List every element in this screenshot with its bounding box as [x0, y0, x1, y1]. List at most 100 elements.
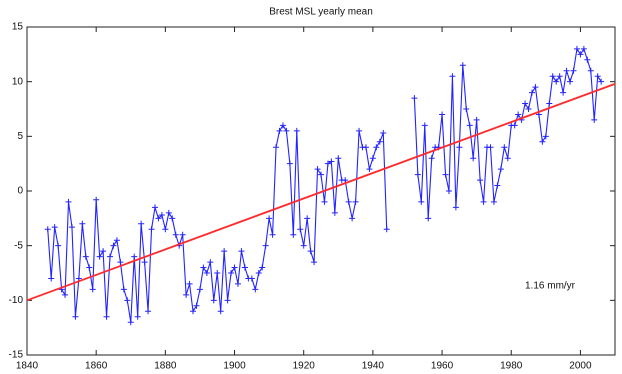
point-marker: [373, 144, 380, 151]
point-marker: [549, 73, 556, 80]
point-marker: [72, 313, 79, 320]
point-marker: [217, 308, 224, 315]
point-marker: [103, 313, 110, 320]
x-tick-label: 2000: [569, 361, 592, 372]
point-marker: [307, 248, 314, 255]
point-marker: [117, 259, 124, 266]
point-marker: [300, 242, 307, 249]
point-marker: [567, 78, 574, 85]
point-marker: [124, 297, 131, 304]
point-marker: [79, 220, 86, 227]
point-marker: [580, 45, 587, 52]
point-marker: [563, 67, 570, 74]
point-marker: [473, 116, 480, 123]
point-marker: [598, 78, 605, 85]
x-tick-label: 1860: [85, 361, 108, 372]
point-marker: [501, 144, 508, 151]
point-marker: [224, 297, 231, 304]
point-marker: [179, 231, 186, 238]
point-marker: [231, 264, 238, 271]
point-marker: [376, 138, 383, 145]
point-marker: [297, 226, 304, 233]
point-marker: [155, 215, 162, 222]
point-marker: [86, 264, 93, 271]
point-marker: [279, 122, 286, 129]
point-marker: [584, 56, 591, 63]
point-marker: [369, 155, 376, 162]
point-marker: [477, 177, 484, 184]
point-marker: [134, 313, 141, 320]
point-marker: [65, 198, 72, 205]
point-marker: [44, 226, 51, 233]
y-tick-label: -15: [9, 350, 24, 361]
point-marker: [487, 144, 494, 151]
point-marker: [449, 73, 456, 80]
point-marker: [573, 45, 580, 52]
point-marker: [328, 158, 335, 165]
point-marker: [238, 248, 245, 255]
point-marker: [293, 127, 300, 134]
point-marker: [96, 253, 103, 260]
point-marker: [158, 212, 165, 219]
point-marker: [570, 67, 577, 74]
point-marker: [587, 67, 594, 74]
point-marker: [445, 188, 452, 194]
point-marker: [138, 220, 145, 227]
x-tick-label: 1900: [223, 361, 246, 372]
point-marker: [269, 231, 276, 238]
point-marker: [203, 270, 210, 276]
point-marker: [345, 198, 352, 205]
point-marker: [262, 242, 269, 249]
point-marker: [314, 166, 321, 173]
point-marker: [591, 116, 598, 123]
point-marker: [366, 166, 373, 173]
point-marker: [525, 106, 532, 112]
point-marker: [110, 242, 117, 249]
point-marker: [183, 291, 190, 298]
x-tick-label: 1940: [362, 361, 385, 372]
point-marker: [145, 308, 152, 315]
point-marker: [62, 291, 69, 298]
point-marker: [290, 231, 297, 238]
point-marker: [511, 122, 518, 129]
point-marker: [594, 73, 601, 80]
point-marker: [560, 89, 567, 96]
point-marker: [273, 144, 280, 151]
point-marker: [452, 204, 459, 211]
point-marker: [120, 286, 127, 293]
point-marker: [55, 242, 62, 249]
chart-title: Brest MSL yearly mean: [269, 7, 373, 18]
point-marker: [342, 177, 349, 184]
point-marker: [556, 73, 563, 80]
point-marker: [553, 78, 560, 85]
point-marker: [151, 204, 158, 211]
point-marker: [186, 280, 193, 287]
point-marker: [68, 224, 75, 231]
point-marker: [286, 160, 293, 167]
series-line: [47, 47, 602, 323]
point-marker: [311, 259, 318, 266]
point-marker: [107, 253, 114, 260]
point-marker: [162, 226, 169, 233]
point-marker: [504, 155, 511, 162]
point-marker: [255, 270, 262, 276]
point-marker: [522, 100, 529, 107]
point-marker: [82, 253, 89, 260]
point-marker: [356, 127, 363, 134]
point-marker: [196, 286, 203, 293]
point-marker: [331, 209, 338, 216]
point-marker: [425, 215, 432, 222]
point-marker: [463, 106, 470, 112]
point-marker: [148, 226, 155, 233]
point-marker: [459, 62, 466, 69]
point-marker: [131, 253, 138, 260]
annotation: 1.16 mm/yr: [525, 281, 576, 292]
point-marker: [411, 95, 418, 102]
point-marker: [234, 280, 241, 287]
point-marker: [113, 237, 120, 244]
point-marker: [546, 100, 553, 107]
point-marker: [127, 319, 134, 326]
x-tick-label: 1840: [16, 361, 39, 372]
y-tick-label: 15: [12, 22, 24, 33]
